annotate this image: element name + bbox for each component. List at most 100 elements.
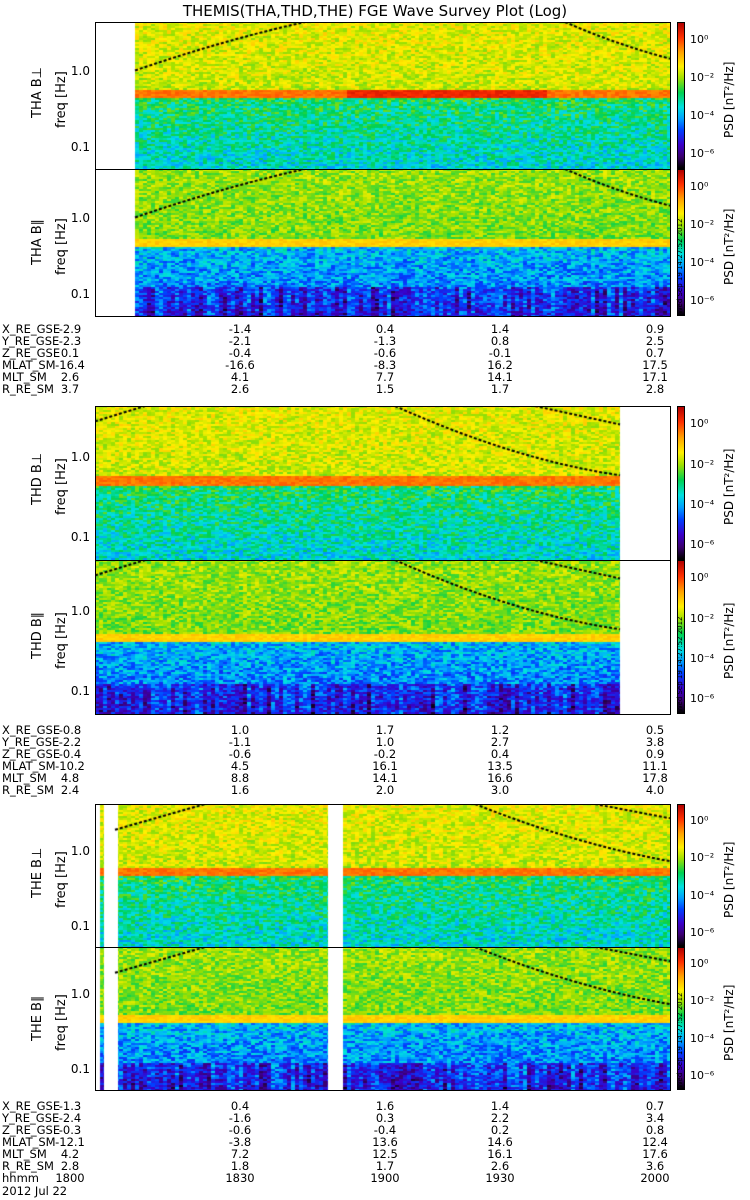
- colorbar-tick: 10⁻⁶: [690, 537, 715, 551]
- ephemeris-value: -0.6: [228, 1123, 252, 1137]
- colorbar-tick: 10⁰: [690, 814, 709, 828]
- ephemeris-value: 2.5: [645, 334, 665, 348]
- freq-tick-label: 1.0: [70, 210, 90, 225]
- colorbar-label: PSD [nT²/Hz]: [722, 602, 736, 679]
- freq-tick-label: 0.1: [70, 918, 90, 933]
- ephemeris-label: R_RE_SM: [2, 382, 54, 396]
- ephemeris-value: 17.5: [642, 358, 668, 372]
- ephemeris-value: 1.7: [375, 1159, 395, 1173]
- colorbar-tick: 10⁻²: [690, 70, 715, 84]
- ephemeris-value: -16.4: [55, 358, 85, 372]
- ephemeris-value: 3.7: [60, 382, 80, 396]
- ephemeris-value: 1.0: [375, 735, 395, 749]
- ephemeris-value: 2.7: [490, 735, 510, 749]
- colorbar: [677, 560, 685, 714]
- colorbar-tick: 10⁻²: [690, 611, 715, 625]
- ephemeris-value: 13.6: [372, 1135, 398, 1149]
- ephemeris-value: 17.8: [642, 771, 668, 785]
- ephemeris-label: Y_RE_GSE: [2, 735, 60, 749]
- ephemeris-value: 2.6: [230, 382, 250, 396]
- ephemeris-value: 16.1: [372, 759, 398, 773]
- ephemeris-label: MLT_SM: [2, 1147, 47, 1161]
- ephemeris-value: 3.6: [645, 1159, 665, 1173]
- ephemeris-label: MLAT_SM: [2, 358, 56, 372]
- ephemeris-value: 17.1: [642, 370, 668, 384]
- ephemeris-value: 1.8: [230, 1159, 250, 1173]
- freq-tick-label: 0.1: [70, 286, 90, 301]
- colorbar-tick: 10⁻⁴: [690, 256, 715, 270]
- colorbar-label: PSD [nT²/Hz]: [722, 841, 736, 918]
- ephemeris-value: -0.4: [373, 1123, 397, 1137]
- spectrogram-1: [95, 169, 670, 316]
- ephemeris-value: -10.2: [55, 759, 85, 773]
- colorbar-label: PSD [nT²/Hz]: [722, 61, 736, 138]
- ephemeris-value: 16.2: [487, 358, 513, 372]
- ephemeris-label: X_RE_GSE: [2, 1099, 61, 1113]
- ephemeris-value: 2.8: [60, 1159, 80, 1173]
- timestamp-stamp: Wed Sep 19 14:27:52 2012: [676, 616, 684, 712]
- ephemeris-value: 12.5: [372, 1147, 398, 1161]
- colorbar-tick: 10⁰: [690, 179, 709, 193]
- ephemeris-value: 17.6: [642, 1147, 668, 1161]
- ephemeris-value: -0.8: [58, 723, 82, 737]
- ephemeris-label: X_RE_GSE: [2, 322, 61, 336]
- ephemeris-value: 1.5: [375, 382, 395, 396]
- spectrogram-5: [95, 947, 670, 1090]
- ephemeris-value: 0.4: [230, 1099, 250, 1113]
- ephemeris-value: 2.8: [645, 382, 665, 396]
- colorbar-tick: 10⁻²: [690, 851, 715, 865]
- ephemeris-value: 12.4: [642, 1135, 668, 1149]
- ephemeris-value: 0.3: [375, 1111, 395, 1125]
- panel-ytitle: freq [Hz]: [54, 217, 69, 275]
- timestamp-stamp: Wed Sep 19 14:27:52 2012: [676, 218, 684, 314]
- colorbar-label: PSD [nT²/Hz]: [722, 208, 736, 285]
- ephemeris-value: 16.6: [487, 771, 513, 785]
- ephemeris-value: -0.3: [58, 1123, 82, 1137]
- ephemeris-value: -3.8: [228, 1135, 252, 1149]
- panel-ytitle: freq [Hz]: [54, 458, 69, 515]
- ephemeris-value: -0.4: [58, 747, 82, 761]
- ephemeris-value: -1.1: [228, 735, 252, 749]
- ephemeris-label: X_RE_GSE: [2, 723, 61, 737]
- ephemeris-value: 16.1: [487, 1147, 513, 1161]
- colorbar-tick: 10⁰: [690, 571, 709, 585]
- colorbar-tick: 10⁰: [690, 32, 709, 46]
- timestamp-stamp: Wed Sep 19 14:27:52 2012: [676, 992, 684, 1088]
- freq-tick-label: 1.0: [70, 844, 90, 859]
- ephemeris-value: 1.4: [490, 1099, 510, 1113]
- ephemeris-value: 1.4: [490, 322, 510, 336]
- spectrogram-2: [95, 406, 670, 560]
- ephemeris-value: -2.1: [228, 334, 252, 348]
- ephemeris-label: hhmm: [2, 1171, 39, 1185]
- ephemeris-value: -1.3: [58, 1099, 82, 1113]
- ephemeris-value: 2.4: [60, 783, 80, 797]
- colorbar: [677, 804, 685, 947]
- ephemeris-value: 4.1: [230, 370, 250, 384]
- ephemeris-label: MLAT_SM: [2, 759, 56, 773]
- freq-tick-label: 1.0: [70, 63, 90, 78]
- ephemeris-label: Z_RE_GSE: [2, 747, 61, 761]
- ephemeris-value: 1.7: [490, 382, 510, 396]
- ephemeris-value: -1.6: [228, 1111, 252, 1125]
- colorbar-tick: 10⁻²: [690, 994, 715, 1008]
- ephemeris-value: 1930: [485, 1171, 515, 1185]
- freq-tick-label: 1.0: [70, 987, 90, 1002]
- ephemeris-value: 4.8: [60, 771, 80, 785]
- panel-ylabel: THD B⊥: [30, 452, 45, 505]
- ephemeris-value: -1.3: [373, 334, 397, 348]
- ephemeris-value: 0.7: [645, 346, 665, 360]
- ephemeris-value: -1.4: [228, 322, 252, 336]
- ephemeris-value: 1800: [55, 1171, 85, 1185]
- ephemeris-value: 4.2: [60, 1147, 80, 1161]
- ephemeris-value: -2.3: [58, 334, 82, 348]
- colorbar-label: PSD [nT²/Hz]: [722, 448, 736, 525]
- freq-tick-label: 0.1: [70, 683, 90, 698]
- panel-ytitle: freq [Hz]: [54, 70, 69, 128]
- ephemeris-value: -0.1: [488, 346, 512, 360]
- colorbar-tick: 10⁻⁶: [690, 691, 715, 705]
- ephemeris-value: -8.3: [373, 358, 397, 372]
- spectrogram-4: [95, 804, 670, 947]
- freq-tick-label: 1.0: [70, 603, 90, 618]
- colorbar-tick: 10⁰: [690, 417, 709, 431]
- colorbar: [677, 947, 685, 1090]
